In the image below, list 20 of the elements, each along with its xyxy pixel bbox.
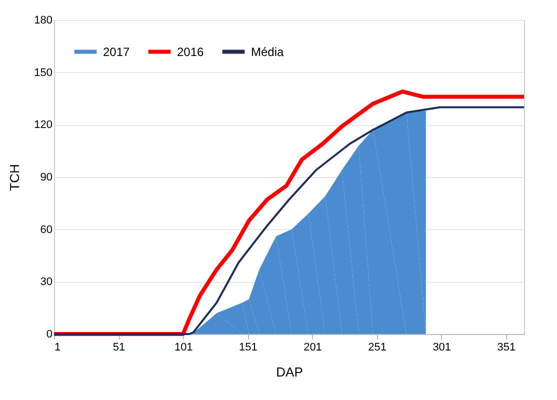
x-tick-label: 101 [174,342,193,354]
y-tick-label: 90 [40,172,52,184]
x-tick-label: 51 [112,342,126,354]
x-tick-label: 351 [497,342,516,354]
y-tick-label: 0 [46,328,52,340]
x-tick-label: 201 [304,342,322,354]
legend-label: 2017 [103,44,130,59]
legend-label: 2016 [177,44,204,59]
x-axis-title: DAP [276,364,303,380]
y-tick-label: 180 [34,14,52,26]
y-axis-title: TCH [7,164,22,191]
y-tick-label: 150 [34,66,52,79]
y-tick-label: 120 [34,119,52,132]
y-tick-label: 60 [40,224,52,236]
x-tick-label: 151 [239,342,258,354]
y-tick-label: 30 [40,276,52,288]
x-tick-label: 251 [368,342,386,354]
x-tick-label: 301 [432,342,452,354]
x-tick-label: 1 [54,342,61,354]
legend-label: Média [251,44,284,59]
